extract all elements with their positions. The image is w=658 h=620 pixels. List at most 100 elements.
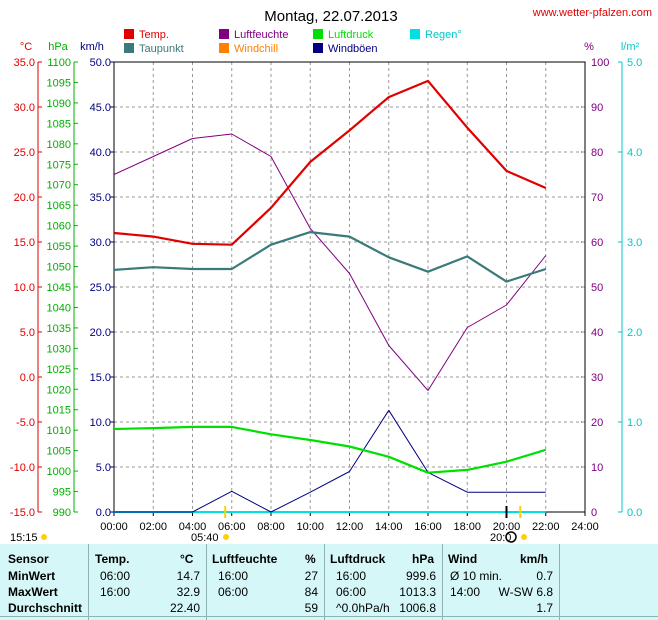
pressure-tick-label: 1065: [47, 200, 71, 212]
pressure-tick-label: 1020: [47, 384, 71, 396]
pressure-tick-label: 1050: [47, 262, 71, 274]
legend-swatch-temp: [124, 29, 134, 39]
stats-minwert-press-val: 999.6: [405, 569, 436, 583]
legend-label-windchill: Windchill: [234, 43, 278, 55]
pressure-tick-label: 1045: [47, 282, 71, 294]
legend-label-rain: Regen°: [425, 29, 462, 41]
header-wind: Wind: [448, 552, 478, 566]
wind-tick-label: 25.0: [90, 282, 111, 294]
legend-label-humidity: Luftfeuchte: [234, 29, 288, 41]
pressure-tick-label: 995: [53, 487, 71, 499]
pressure-tick-label: 1075: [47, 159, 71, 171]
temp-tick-label: 30.0: [14, 102, 35, 114]
temp-tick-label: 25.0: [14, 147, 35, 159]
stats-maxwert-press-val: 1013.3: [399, 585, 436, 599]
pressure-tick-label: 1085: [47, 118, 71, 130]
x-tick-label: 18:00: [453, 521, 481, 533]
temp-tick-label: 35.0: [14, 57, 35, 69]
wind-tick-label: 45.0: [90, 102, 111, 114]
wind-tick-label: 35.0: [90, 192, 111, 204]
pressure-tick-label: 1100: [47, 57, 71, 69]
humidity-tick-label: 40: [591, 327, 603, 339]
header-pressure: Luftdruck: [330, 552, 386, 566]
x-tick-label: 10:00: [296, 521, 324, 533]
legend-swatch-rain: [410, 29, 420, 39]
legend-swatch-pressure: [313, 29, 323, 39]
rain-tick-label: 2.0: [627, 327, 642, 339]
humidity-tick-label: 90: [591, 102, 603, 114]
stats-maxwert-hum-time: 06:00: [218, 585, 249, 599]
temp-tick-label: -5.0: [16, 417, 35, 429]
humidity-tick-label: 50: [591, 282, 603, 294]
wind-tick-label: 30.0: [90, 237, 111, 249]
pressure-axis-title: hPa: [48, 41, 68, 53]
stats-minwert-temp-val: 14.7: [176, 569, 200, 583]
rain-tick-label: 5.0: [627, 57, 642, 69]
sunset-label: 20:0: [490, 532, 511, 544]
legend-swatch-humidity: [219, 29, 229, 39]
x-tick-label: 04:00: [179, 521, 207, 533]
header-pressure-unit: hPa: [412, 552, 435, 566]
stats-minwert-wind-val: 0.7: [536, 569, 553, 583]
stats-durchschnitt-press-time: ^0.0hPa/h: [336, 601, 390, 615]
stats-minwert-wind-label: Ø 10 min.: [450, 569, 503, 583]
stats-minwert-hum-time: 16:00: [218, 569, 249, 583]
moon-icon: [41, 534, 47, 540]
chart-title: Montag, 22.07.2013: [264, 8, 397, 25]
pressure-tick-label: 1095: [47, 77, 71, 89]
stats-maxwert-wind-label: 14:00: [450, 585, 481, 599]
rain-tick-label: 0.0: [627, 507, 642, 519]
stats-maxwert-hum-val: 84: [304, 585, 318, 599]
sunset-sun-icon: [505, 531, 517, 543]
header-temp-unit: °C: [180, 552, 194, 566]
x-tick-label: 16:00: [414, 521, 442, 533]
pressure-tick-label: 1090: [47, 98, 71, 110]
moonrise-label: 15:15: [10, 532, 38, 544]
header-humidity-unit: %: [305, 552, 316, 566]
x-tick-label: 06:00: [218, 521, 246, 533]
sunrise-icon: [223, 534, 229, 540]
x-tick-label: 14:00: [375, 521, 403, 533]
wind-tick-label: 10.0: [90, 417, 111, 429]
series-line-humidity: [113, 133, 547, 391]
series-line-temp: [113, 79, 547, 246]
stats-maxwert-temp-val: 32.9: [176, 585, 200, 599]
legend-label-temp: Temp.: [139, 29, 169, 41]
rain-tick-label: 1.0: [627, 417, 642, 429]
x-tick-label: 00:00: [100, 521, 128, 533]
wind-tick-label: 5.0: [96, 462, 111, 474]
stats-minwert-label: MinWert: [8, 569, 56, 583]
pressure-tick-label: 1055: [47, 241, 71, 253]
sunrise-label: 05:40: [191, 532, 219, 544]
wind-tick-label: 15.0: [90, 372, 111, 384]
series-line-pressure: [113, 425, 547, 474]
wind-axis-title: km/h: [80, 41, 104, 53]
header-wind-unit: km/h: [520, 552, 549, 566]
pressure-tick-label: 990: [53, 507, 71, 519]
header-sensor: Sensor: [8, 552, 49, 566]
rain-tick-label: 4.0: [627, 147, 642, 159]
sunset-icon: [521, 534, 527, 540]
header-temp: Temp.: [95, 552, 130, 566]
legend-swatch-gusts: [313, 43, 323, 53]
pressure-tick-label: 1015: [47, 405, 71, 417]
series-line-dewpoint: [113, 231, 547, 283]
humidity-tick-label: 20: [591, 417, 603, 429]
stats-maxwert-label: MaxWert: [8, 585, 58, 599]
pressure-tick-label: 1040: [47, 302, 71, 314]
rain-tick-label: 3.0: [627, 237, 642, 249]
wind-tick-label: 40.0: [90, 147, 111, 159]
legend-label-gusts: Windböen: [328, 43, 378, 55]
pressure-tick-label: 1025: [47, 364, 71, 376]
site-link[interactable]: www.wetter-pfalzen.com: [532, 7, 652, 19]
pressure-tick-label: 1035: [47, 323, 71, 335]
axes-group: 35.0 30.0 25.0 20.0 15.0 10.0 5.0 0.0 -5.0 -10.0 -…: [10, 57, 642, 533]
humidity-tick-label: 70: [591, 192, 603, 204]
wind-tick-label: 50.0: [90, 57, 111, 69]
wind-tick-label: 20.0: [90, 327, 111, 339]
humidity-tick-label: 10: [591, 462, 603, 474]
pressure-tick-label: 1010: [47, 425, 71, 437]
x-tick-label: 12:00: [336, 521, 364, 533]
rain-axis-title: l/m²: [621, 41, 640, 53]
pressure-tick-label: 1060: [47, 221, 71, 233]
